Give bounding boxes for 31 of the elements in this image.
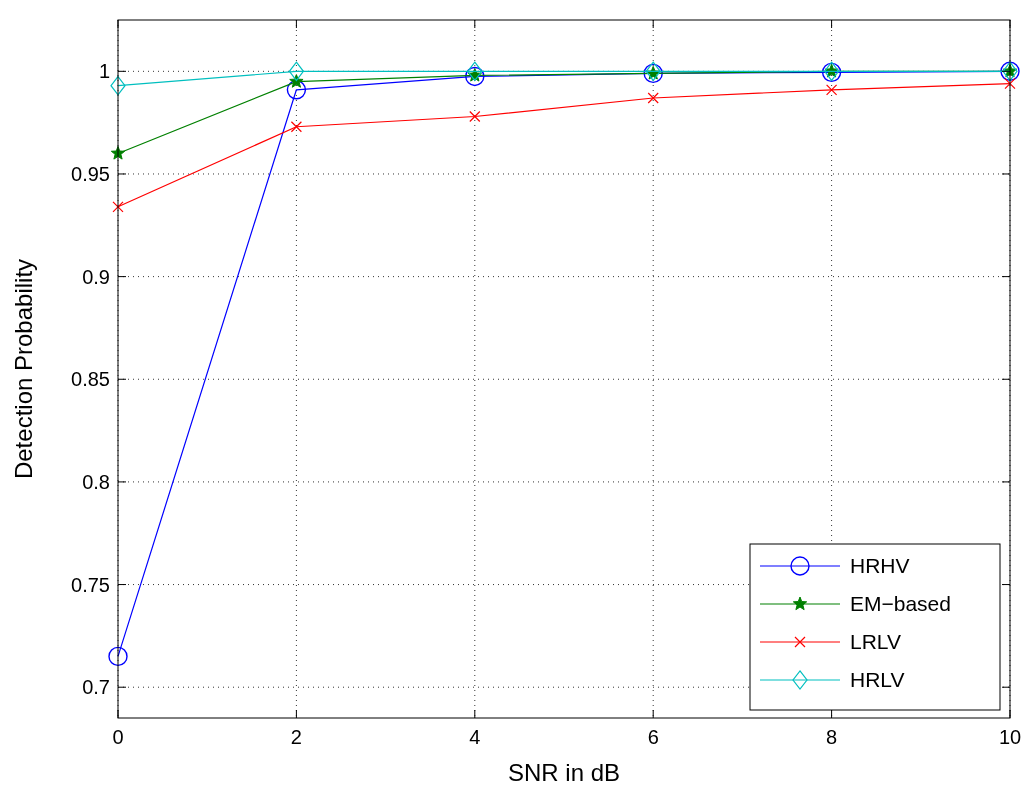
legend-label: HRHV — [850, 554, 910, 578]
legend-label: HRLV — [850, 668, 905, 692]
x-tick-label: 0 — [112, 726, 124, 748]
point — [112, 201, 124, 213]
point — [647, 92, 659, 104]
point — [469, 110, 481, 123]
y-tick-label: 0.9 — [82, 265, 110, 288]
point — [288, 61, 304, 82]
point — [1004, 78, 1016, 90]
legend-label: EM−based — [850, 592, 951, 616]
point — [110, 75, 126, 96]
y-axis-title: Detection Probability — [10, 258, 37, 480]
point — [467, 61, 483, 82]
point — [290, 121, 302, 133]
y-tick-label: 1 — [98, 60, 110, 83]
point — [465, 66, 485, 87]
x-tick-label: 2 — [290, 726, 302, 748]
y-tick-label: 0.75 — [71, 573, 110, 596]
point — [108, 646, 128, 667]
x-tick-label: 10 — [998, 726, 1022, 748]
y-tick-label: 0.95 — [71, 162, 110, 185]
y-tick-label: 0.8 — [82, 470, 110, 493]
y-tick-label: 0.85 — [71, 368, 110, 391]
x-tick-label: 6 — [647, 726, 659, 748]
x-tick-label: 8 — [826, 726, 838, 748]
x-axis-title: SNR in dB — [507, 759, 621, 786]
point — [286, 80, 307, 100]
y-tick-label: 0.7 — [82, 676, 110, 699]
point — [826, 84, 838, 96]
legend-label: LRLV — [850, 630, 901, 654]
x-tick-label: 4 — [469, 726, 481, 748]
